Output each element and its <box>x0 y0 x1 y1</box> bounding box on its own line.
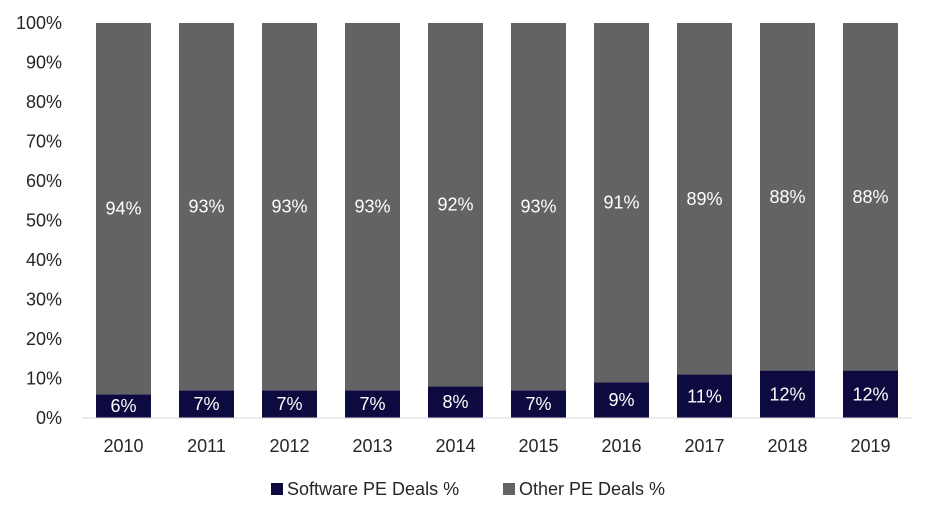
data-label-software: 12% <box>852 384 888 404</box>
y-tick-label: 60% <box>26 171 62 191</box>
legend-swatch-other <box>503 483 515 495</box>
bar-other-segment <box>677 23 732 375</box>
legend-label-other: Other PE Deals % <box>519 479 665 499</box>
x-tick-label: 2018 <box>767 436 807 456</box>
bar-software-segment <box>262 390 317 418</box>
y-tick-label: 50% <box>26 211 62 231</box>
y-tick-label: 0% <box>36 408 62 428</box>
data-label-software: 11% <box>687 386 722 406</box>
data-label-other: 93% <box>188 197 224 217</box>
bar-other-segment <box>594 23 649 383</box>
data-label-other: 89% <box>686 189 722 209</box>
x-tick-label: 2011 <box>187 436 226 456</box>
data-label-other: 92% <box>437 195 473 215</box>
bar-other-segment <box>179 23 234 391</box>
data-label-software: 7% <box>276 394 302 414</box>
data-label-other: 93% <box>520 197 556 217</box>
data-label-software: 7% <box>359 394 385 414</box>
bar-other-segment <box>96 23 151 395</box>
bar-software-segment <box>760 370 815 418</box>
x-tick-label: 2014 <box>435 436 475 456</box>
bar-software-segment <box>594 382 649 418</box>
bar-software-segment <box>345 390 400 418</box>
bar-software-segment <box>511 390 566 418</box>
data-label-other: 91% <box>603 193 639 213</box>
data-label-software: 9% <box>608 390 634 410</box>
legend-label-software: Software PE Deals % <box>287 479 459 499</box>
y-tick-label: 10% <box>26 369 62 389</box>
y-tick-label: 40% <box>26 250 62 270</box>
data-label-other: 88% <box>769 187 805 207</box>
bar-other-segment <box>262 23 317 391</box>
data-label-software: 7% <box>525 394 551 414</box>
data-label-software: 8% <box>442 392 468 412</box>
x-tick-label: 2017 <box>684 436 724 456</box>
data-label-software: 7% <box>193 394 219 414</box>
bar-other-segment <box>760 23 815 371</box>
data-label-other: 93% <box>271 197 307 217</box>
data-label-software: 6% <box>110 396 136 416</box>
y-tick-label: 20% <box>26 329 62 349</box>
x-tick-label: 2012 <box>269 436 309 456</box>
y-tick-label: 30% <box>26 290 62 310</box>
bars: 6% 94% 7% 93% 7% 93% 7% 93% 8% 92% 7% 93% 9% 91% 11% 89… <box>96 23 898 418</box>
x-tick-label: 2015 <box>518 436 558 456</box>
bar-software-segment <box>428 386 483 418</box>
bar-software-segment <box>677 374 732 418</box>
data-label-other: 94% <box>105 199 141 219</box>
bar-other-segment <box>345 23 400 391</box>
bar-software-segment <box>843 370 898 418</box>
x-tick-label: 2016 <box>601 436 641 456</box>
data-label-other: 88% <box>852 187 888 207</box>
y-tick-label: 100% <box>16 13 62 33</box>
bar-software-segment <box>96 394 151 418</box>
x-tick-label: 2019 <box>850 436 890 456</box>
y-axis: 0% 10% 20% 30% 40% 50% 60% 70% 80% 90% 100% <box>16 13 62 428</box>
y-tick-label: 70% <box>26 132 62 152</box>
y-tick-label: 80% <box>26 92 62 112</box>
x-tick-label: 2013 <box>352 436 392 456</box>
x-tick-label: 2010 <box>103 436 143 456</box>
x-axis: 2010 2011 2012 2013 2014 2015 2016 2017 2018 2019 <box>82 417 912 456</box>
bar-software-segment <box>179 390 234 418</box>
y-tick-label: 90% <box>26 53 62 73</box>
bar-other-segment <box>428 23 483 387</box>
data-label-software: 12% <box>769 384 805 404</box>
legend: Software PE Deals % Other PE Deals % <box>271 479 665 499</box>
bar-other-segment <box>843 23 898 371</box>
bar-other-segment <box>511 23 566 391</box>
data-label-other: 93% <box>354 197 390 217</box>
legend-swatch-software <box>271 483 283 495</box>
